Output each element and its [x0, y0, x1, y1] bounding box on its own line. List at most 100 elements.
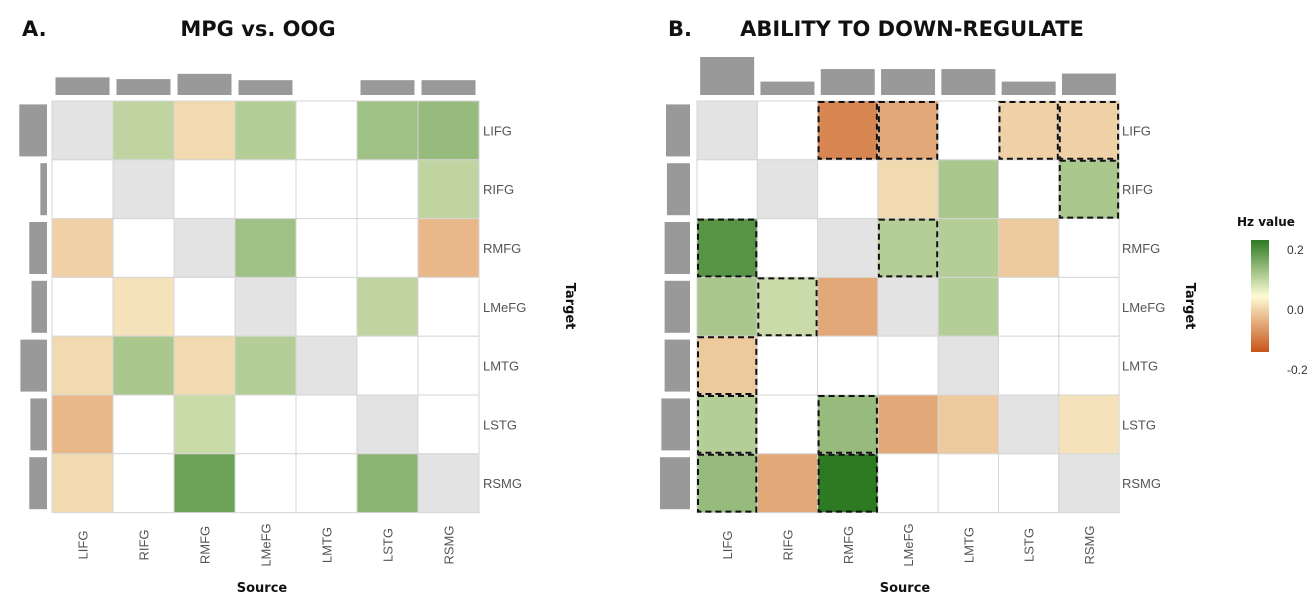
significant-cell-border	[817, 101, 878, 160]
heatmap-cell	[112, 276, 175, 337]
source-tick-label: RSMG	[1082, 526, 1097, 565]
panel-a-title: MPG vs. OOG	[180, 17, 335, 41]
heatmap-cell	[112, 394, 175, 455]
heatmap-cell	[756, 335, 819, 396]
source-tick-label: LSTG	[381, 528, 396, 562]
heatmap-cell	[998, 453, 1060, 514]
significant-cell-border	[817, 453, 878, 513]
target-marginal-bar	[40, 163, 47, 216]
heatmap-cell	[295, 276, 358, 337]
heatmap-cell	[173, 394, 236, 455]
source-marginal-bar	[941, 69, 996, 95]
heatmap-cell	[112, 218, 175, 278]
source-tick-label: LMeFG	[259, 523, 274, 566]
heatmap-cell	[356, 276, 419, 337]
target-marginal-bar	[29, 222, 47, 274]
heatmap-cell	[817, 394, 879, 455]
heatmap-cell	[998, 335, 1060, 396]
heatmap-cell	[51, 159, 114, 220]
heatmap-cell	[51, 453, 114, 514]
heatmap-cell	[417, 159, 480, 220]
heatmap-cell	[295, 218, 358, 278]
panel-a-y-axis-title: Target	[562, 283, 577, 330]
legend-tick-max: 0.2	[1287, 243, 1304, 257]
target-tick-label: LMTG	[1122, 359, 1158, 374]
heatmap-cell	[417, 276, 480, 337]
source-marginal-bar	[1001, 81, 1056, 95]
panel-a-letter: A.	[22, 17, 47, 41]
heatmap-cell	[696, 218, 758, 278]
heatmap-cell	[817, 453, 879, 514]
heatmap-cell	[817, 276, 879, 337]
source-tick-label: LSTG	[1022, 528, 1037, 562]
source-marginal-bar	[1061, 73, 1116, 95]
heatmap-cell	[356, 100, 419, 161]
panel-b-x-axis-title: Source	[880, 581, 931, 596]
heatmap-cell	[356, 394, 419, 455]
heatmap-cell	[234, 218, 297, 278]
source-marginal-bar	[820, 69, 875, 95]
source-marginal-bar	[55, 77, 110, 95]
heatmap-cell	[173, 159, 236, 220]
source-tick-label: RSMG	[442, 526, 457, 565]
heatmap-cell	[877, 276, 939, 337]
target-tick-label: LIFG	[483, 123, 512, 138]
heatmap-cell	[937, 394, 1000, 455]
target-marginal-bar	[30, 398, 47, 451]
panel-a-heatmap: LIFG RIFG RMFG LMeFG LMTG LSTG RSMG LIFG RIFG RMF…	[19, 73, 526, 567]
heatmap-cell	[817, 100, 879, 161]
panel-a-x-axis-title: Source	[237, 581, 288, 596]
source-tick-label: LMTG	[961, 527, 976, 563]
heatmap-cell	[1058, 218, 1120, 278]
heatmap-cell	[234, 276, 297, 337]
target-marginal-bar	[31, 280, 47, 333]
target-tick-label: RSMG	[1122, 476, 1161, 491]
heatmap-cell	[51, 335, 114, 396]
source-tick-label: LIFG	[720, 531, 735, 560]
source-marginal-bar	[421, 80, 476, 95]
significant-cell-border	[1058, 159, 1120, 219]
heatmap-cell	[356, 159, 419, 220]
heatmap-cell	[877, 218, 939, 278]
source-marginal-bar	[238, 80, 293, 95]
heatmap-cell	[998, 276, 1060, 337]
heatmap-cell	[234, 394, 297, 455]
source-tick-label: LMeFG	[901, 523, 916, 566]
significant-cell-border	[697, 453, 758, 513]
target-tick-label: RMFG	[483, 241, 521, 256]
heatmap-cell	[998, 394, 1060, 455]
heatmap-cell	[234, 159, 297, 220]
significant-cell-border	[817, 395, 878, 454]
significant-cell-border	[877, 218, 939, 278]
heatmap-cell	[998, 100, 1060, 161]
heatmap-cell	[877, 453, 939, 514]
heatmap-cell	[417, 453, 480, 514]
significant-cell-border	[697, 395, 758, 454]
heatmap-cell	[295, 335, 358, 396]
target-marginal-bar	[666, 104, 690, 157]
heatmap-cell	[937, 453, 1000, 514]
heatmap-cell	[937, 335, 1000, 396]
significant-cell-border	[877, 101, 939, 160]
target-tick-label: LIFG	[1122, 123, 1151, 138]
heatmap-cell	[696, 335, 758, 396]
heatmap-cell	[417, 100, 480, 161]
heatmap-cell	[998, 218, 1060, 278]
heatmap-cell	[112, 453, 175, 514]
heatmap-cell	[877, 159, 939, 220]
legend-colorbar	[1251, 240, 1269, 352]
target-tick-label: LMeFG	[1122, 300, 1165, 315]
heatmap-cell	[356, 453, 419, 514]
heatmap-cell	[295, 100, 358, 161]
heatmap-cell	[112, 100, 175, 161]
heatmap-cell	[51, 218, 114, 278]
target-marginal-bar	[666, 163, 690, 216]
heatmap-cell	[356, 335, 419, 396]
legend-title: Hz value	[1237, 215, 1295, 229]
target-marginal-bar	[660, 457, 690, 510]
target-marginal-bar	[19, 104, 47, 157]
heatmap-cell	[112, 335, 175, 396]
significant-cell-border	[998, 101, 1059, 160]
target-marginal-bar	[661, 398, 690, 451]
